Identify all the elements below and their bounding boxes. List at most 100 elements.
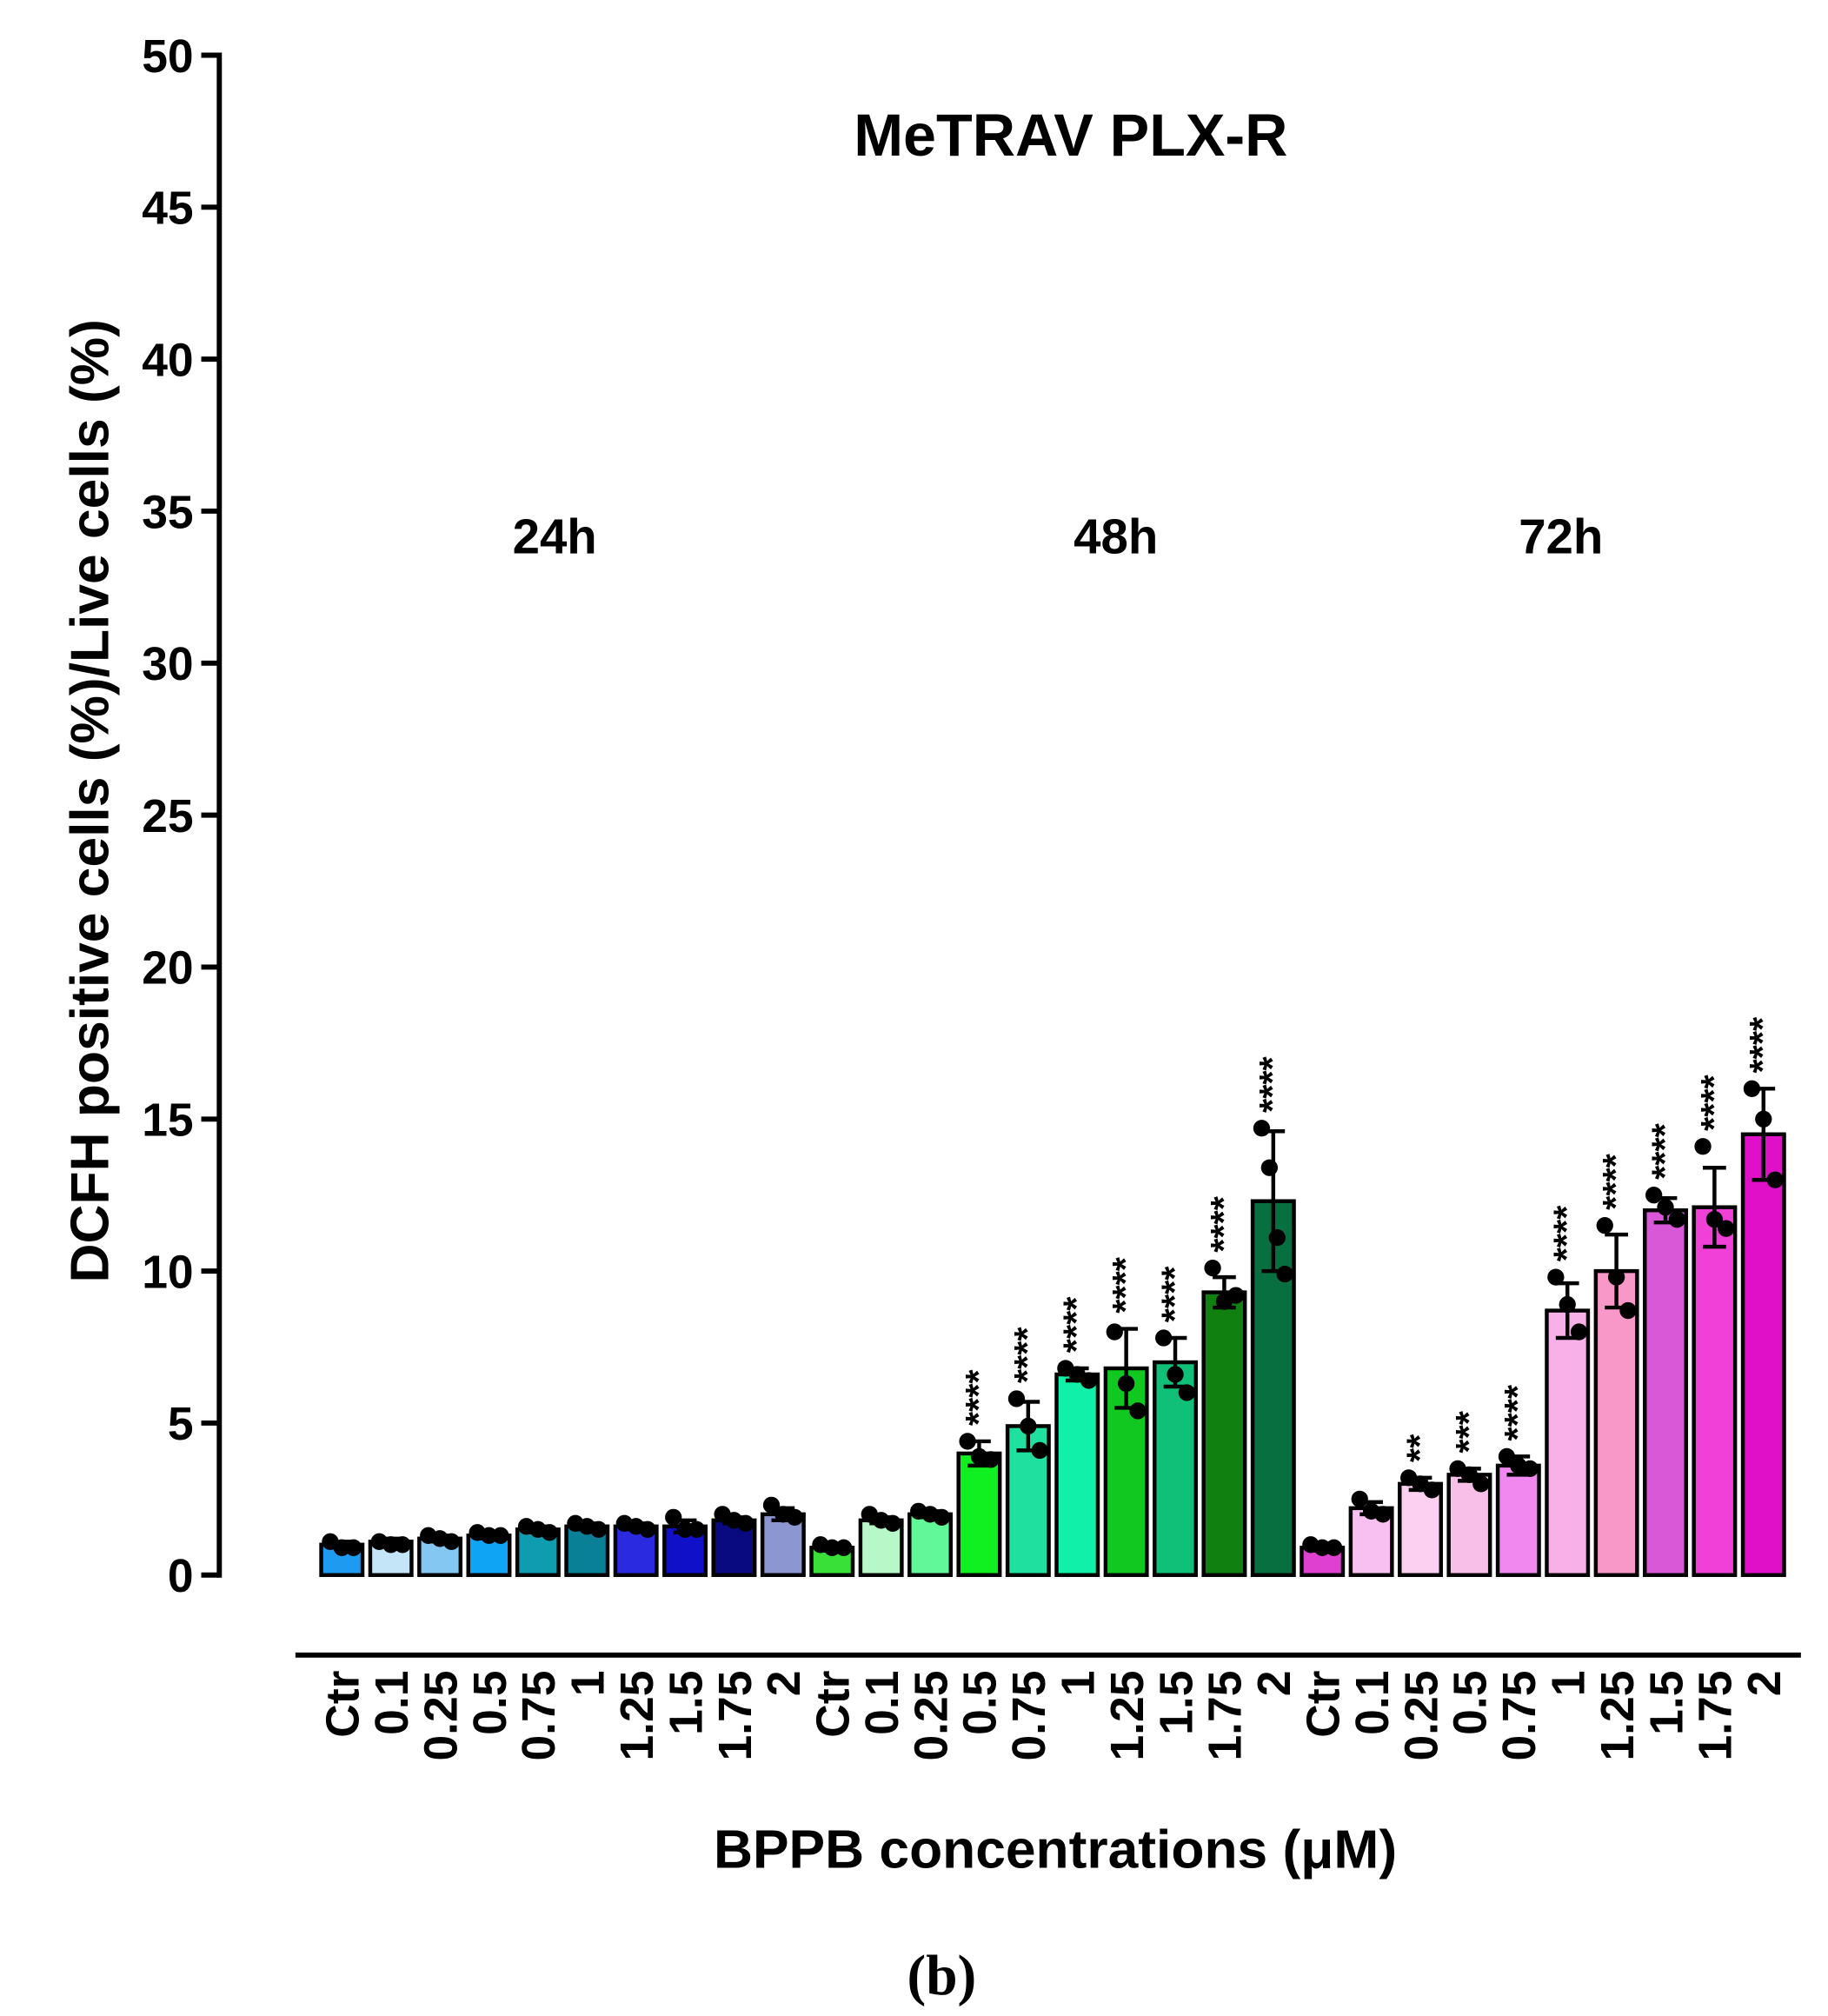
bar <box>1643 1208 1688 1577</box>
x-tick-label: 1.25 <box>1102 1671 1153 1761</box>
significance: **** <box>1105 1256 1146 1314</box>
bar <box>1692 1205 1738 1577</box>
x-tick-label: 1.75 <box>1691 1671 1742 1761</box>
data-point <box>1374 1506 1392 1523</box>
y-axis-label: DCFH positive cells (%)/Live cells (%) <box>61 319 121 1282</box>
data-point <box>1020 1417 1037 1435</box>
data-point <box>834 1539 853 1556</box>
x-tick-label: 1.25 <box>612 1671 663 1761</box>
data-point <box>541 1524 558 1541</box>
x-axis-label: BPPB concentrations (μM) <box>714 1820 1397 1880</box>
x-tick-label: 1 <box>563 1671 615 1697</box>
significance: **** <box>1595 1153 1636 1210</box>
x-tick-label: 0.75 <box>514 1671 565 1761</box>
data-point <box>1668 1211 1686 1228</box>
x-tick-label: 0.75 <box>1494 1671 1545 1761</box>
y-tick-label: 30 <box>142 639 193 690</box>
data-point <box>1472 1475 1490 1493</box>
x-tick-label: Ctr <box>808 1671 860 1738</box>
x-tick-label: 0.1 <box>367 1671 418 1735</box>
data-point <box>1423 1481 1441 1499</box>
y-tick-label: 10 <box>142 1247 193 1298</box>
x-tick-label: 0.25 <box>1396 1671 1447 1761</box>
data-point <box>1547 1268 1565 1286</box>
data-point <box>1766 1171 1784 1188</box>
data-point <box>959 1433 976 1450</box>
data-point <box>1167 1366 1184 1383</box>
x-tick-label: 2 <box>759 1671 810 1697</box>
data-point <box>665 1508 682 1526</box>
data-point <box>1743 1080 1761 1097</box>
significance: **** <box>1497 1384 1538 1441</box>
significance: **** <box>1203 1195 1244 1253</box>
data-point <box>1106 1323 1123 1341</box>
data-point <box>1155 1329 1173 1347</box>
x-tick-label: 1.5 <box>1641 1671 1692 1735</box>
data-point <box>1253 1120 1271 1137</box>
data-point <box>1007 1390 1026 1407</box>
x-tick-label: 0.25 <box>415 1671 467 1761</box>
data-point <box>1657 1199 1674 1216</box>
significance: **** <box>1056 1296 1097 1354</box>
data-point <box>345 1539 362 1556</box>
data-point <box>1694 1138 1712 1155</box>
data-point <box>639 1520 656 1538</box>
data-point <box>1351 1490 1368 1508</box>
group-label: 72h <box>1519 509 1603 563</box>
y-tick-label: 25 <box>142 791 193 842</box>
data-point <box>1619 1301 1637 1320</box>
x-tick-label: 0.1 <box>1347 1671 1399 1735</box>
bar <box>1201 1290 1247 1577</box>
data-point <box>1204 1259 1221 1277</box>
bar <box>1593 1268 1639 1577</box>
group-label: 24h <box>513 509 597 563</box>
x-tick-label: 1.25 <box>1592 1671 1644 1761</box>
significance: **** <box>1742 1016 1783 1074</box>
panel-label: (b) <box>907 1945 977 2007</box>
data-point <box>688 1520 706 1538</box>
significance: **** <box>1153 1266 1194 1323</box>
bar <box>319 1542 365 1577</box>
bar <box>1054 1372 1100 1577</box>
data-point <box>1755 1110 1772 1128</box>
data-point <box>1596 1217 1613 1234</box>
data-point <box>786 1508 803 1526</box>
data-point <box>1313 1539 1331 1556</box>
data-point <box>1498 1447 1516 1466</box>
significance: **** <box>1546 1205 1587 1262</box>
x-tick-label: Ctr <box>1299 1671 1350 1738</box>
x-tick-label: 1 <box>1544 1671 1595 1697</box>
data-point <box>676 1520 694 1538</box>
x-tick-label: 0.75 <box>1004 1671 1055 1761</box>
y-tick-label: 35 <box>142 487 193 538</box>
data-point <box>1031 1441 1048 1460</box>
bar <box>1398 1481 1443 1577</box>
data-point <box>737 1514 754 1532</box>
y-tick-label: 15 <box>142 1095 193 1147</box>
data-point <box>492 1527 509 1544</box>
y-tick-label: 45 <box>142 183 193 235</box>
x-tick-label: 2 <box>1739 1671 1791 1697</box>
x-tick-label: 0.5 <box>1446 1671 1497 1735</box>
data-point <box>1325 1539 1343 1556</box>
data-point <box>480 1527 498 1544</box>
significance: *** <box>1448 1410 1489 1453</box>
x-tick-label: 1 <box>1054 1671 1105 1697</box>
data-point <box>382 1536 400 1554</box>
data-point <box>394 1536 411 1554</box>
y-tick-label: 5 <box>168 1399 194 1450</box>
data-point <box>1521 1460 1539 1478</box>
significance: **** <box>1693 1074 1734 1131</box>
x-tick-label: 0.25 <box>906 1671 957 1761</box>
y-tick-label: 20 <box>142 943 193 995</box>
x-tick-label: 1.75 <box>1200 1671 1252 1761</box>
x-tick-label: 2 <box>1249 1671 1300 1697</box>
y-tick-label: 0 <box>168 1551 194 1602</box>
significance: **** <box>1644 1122 1685 1180</box>
x-tick-label: 1.5 <box>661 1671 712 1735</box>
bar <box>956 1451 1002 1577</box>
bar <box>1545 1308 1591 1577</box>
x-tick-label: 0.5 <box>955 1671 1007 1735</box>
data-point <box>1276 1265 1293 1283</box>
x-tick-label: 1.75 <box>710 1671 761 1761</box>
